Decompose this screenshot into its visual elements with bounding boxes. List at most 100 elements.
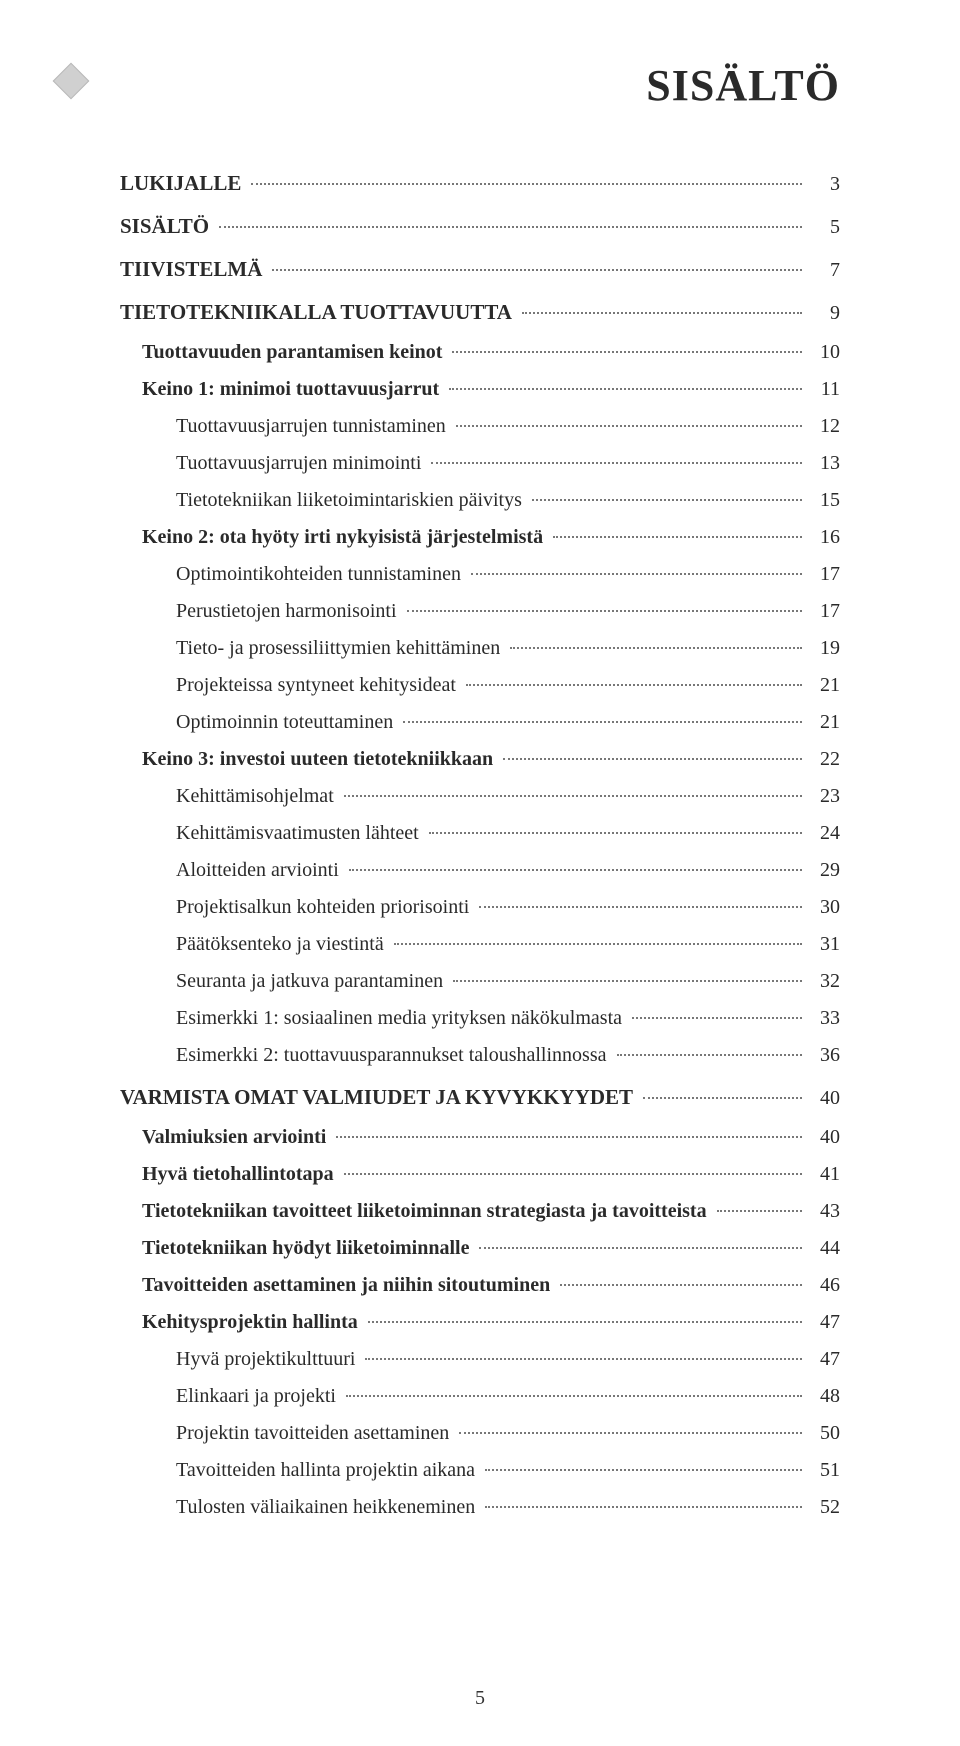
toc-leader — [459, 1432, 802, 1434]
toc-label: Optimointikohteiden tunnistaminen — [176, 559, 467, 590]
toc-page: 3 — [806, 169, 840, 200]
toc-leader — [553, 536, 802, 538]
toc-row: Tavoitteiden hallinta projektin aikana51 — [120, 1455, 840, 1486]
toc-leader — [344, 1173, 802, 1175]
toc-row: Tavoitteiden asettaminen ja niihin sitou… — [120, 1270, 840, 1301]
toc-leader — [522, 312, 802, 314]
toc-label: Tietotekniikan hyödyt liiketoiminnalle — [142, 1233, 475, 1264]
toc-page: 40 — [806, 1083, 840, 1114]
toc-row: Kehittämisvaatimusten lähteet 24 — [120, 818, 840, 849]
toc-row: Projekteissa syntyneet kehitysideat21 — [120, 670, 840, 701]
toc-row: Seuranta ja jatkuva parantaminen32 — [120, 966, 840, 997]
toc-label: Aloitteiden arviointi — [176, 855, 345, 886]
toc-label: Perustietojen harmonisointi — [176, 596, 403, 627]
toc-label: Hyvä tietohallintotapa — [142, 1159, 340, 1190]
toc-label: Keino 3: investoi uuteen tietotekniikkaa… — [142, 744, 499, 775]
toc-row: Päätöksenteko ja viestintä31 — [120, 929, 840, 960]
toc-leader — [251, 183, 802, 185]
toc-label: Esimerkki 2: tuottavuusparannukset talou… — [176, 1040, 613, 1071]
toc-label: VARMISTA OMAT VALMIUDET JA KYVYKKYYDET — [120, 1081, 639, 1114]
toc-label: Tuottavuuden parantamisen keinot — [142, 337, 448, 368]
toc-page: 15 — [806, 485, 840, 516]
toc-page: 33 — [806, 1003, 840, 1034]
toc-row: SISÄLTÖ5 — [120, 210, 840, 243]
toc-page: 50 — [806, 1418, 840, 1449]
toc-page: 11 — [806, 374, 840, 405]
toc-label: Päätöksenteko ja viestintä — [176, 929, 390, 960]
toc-row: Esimerkki 2: tuottavuusparannukset talou… — [120, 1040, 840, 1071]
toc-page: 17 — [806, 559, 840, 590]
toc-label: Valmiuksien arviointi — [142, 1122, 332, 1153]
toc-page: 48 — [806, 1381, 840, 1412]
toc-label: Optimoinnin toteuttaminen — [176, 707, 399, 738]
toc-leader — [272, 269, 802, 271]
toc-row: Kehittämisohjelmat23 — [120, 781, 840, 812]
toc-row: Keino 3: investoi uuteen tietotekniikkaa… — [120, 744, 840, 775]
toc-leader — [349, 869, 802, 871]
toc-row: LUKIJALLE3 — [120, 167, 840, 200]
toc-page: 10 — [806, 337, 840, 368]
toc-leader — [219, 226, 802, 228]
toc-page: 51 — [806, 1455, 840, 1486]
toc-page: 24 — [806, 818, 840, 849]
toc-leader — [617, 1054, 803, 1056]
toc-label: TIETOTEKNIIKALLA TUOTTAVUUTTA — [120, 296, 518, 329]
toc-row: Tietotekniikan tavoitteet liiketoiminnan… — [120, 1196, 840, 1227]
toc-page: 12 — [806, 411, 840, 442]
toc-label: SISÄLTÖ — [120, 210, 215, 243]
toc-label: Seuranta ja jatkuva parantaminen — [176, 966, 449, 997]
toc-label: Tietotekniikan tavoitteet liiketoiminnan… — [142, 1196, 713, 1227]
page-number: 5 — [0, 1687, 960, 1710]
toc-page: 21 — [806, 707, 840, 738]
toc-row: Tuottavuusjarrujen minimointi13 — [120, 448, 840, 479]
toc-row: Tulosten väliaikainen heikkeneminen52 — [120, 1492, 840, 1523]
toc-page: 44 — [806, 1233, 840, 1264]
page-title: SISÄLTÖ — [120, 60, 840, 111]
toc-row: Projektisalkun kohteiden priorisointi30 — [120, 892, 840, 923]
toc-row: Tieto- ja prosessiliittymien kehittämine… — [120, 633, 840, 664]
toc-row: Hyvä tietohallintotapa41 — [120, 1159, 840, 1190]
toc-row: Optimointikohteiden tunnistaminen 17 — [120, 559, 840, 590]
toc-row: Tietotekniikan liiketoimintariskien päiv… — [120, 485, 840, 516]
toc-page: 30 — [806, 892, 840, 923]
toc-page: 9 — [806, 298, 840, 329]
toc-label: Keino 1: minimoi tuottavuusjarrut — [142, 374, 445, 405]
toc-row: Keino 1: minimoi tuottavuusjarrut 11 — [120, 374, 840, 405]
toc-leader — [344, 795, 802, 797]
toc-leader — [456, 425, 802, 427]
toc-leader — [643, 1097, 802, 1099]
toc-row: Tietotekniikan hyödyt liiketoiminnalle 44 — [120, 1233, 840, 1264]
toc-page: 52 — [806, 1492, 840, 1523]
toc-leader — [394, 943, 802, 945]
toc-page: 17 — [806, 596, 840, 627]
toc-leader — [503, 758, 802, 760]
toc-label: Projektin tavoitteiden asettaminen — [176, 1418, 455, 1449]
toc-row: TIIVISTELMÄ7 — [120, 253, 840, 286]
toc-leader — [485, 1469, 802, 1471]
toc-leader — [336, 1136, 802, 1138]
toc-leader — [407, 610, 802, 612]
toc-page: 19 — [806, 633, 840, 664]
toc-label: Tieto- ja prosessiliittymien kehittämine… — [176, 633, 506, 664]
toc-row: Perustietojen harmonisointi 17 — [120, 596, 840, 627]
toc-label: Tuottavuusjarrujen minimointi — [176, 448, 427, 479]
diamond-icon — [53, 63, 90, 100]
toc-leader — [453, 980, 802, 982]
toc-leader — [368, 1321, 802, 1323]
header-ornament — [58, 68, 84, 94]
toc-page: 40 — [806, 1122, 840, 1153]
toc-leader — [485, 1506, 802, 1508]
toc-leader — [532, 499, 802, 501]
toc-leader — [452, 351, 802, 353]
toc-label: Kehittämisvaatimusten lähteet — [176, 818, 425, 849]
toc-leader — [479, 1247, 802, 1249]
table-of-contents: LUKIJALLE3 SISÄLTÖ5 TIIVISTELMÄ7 TIETOTEKNI… — [120, 167, 840, 1523]
toc-label: Hyvä projektikulttuuri — [176, 1344, 361, 1375]
toc-page: 36 — [806, 1040, 840, 1071]
toc-page: 21 — [806, 670, 840, 701]
toc-leader — [717, 1210, 802, 1212]
toc-row: Projektin tavoitteiden asettaminen 50 — [120, 1418, 840, 1449]
toc-page: 43 — [806, 1196, 840, 1227]
toc-row: Keino 2: ota hyöty irti nykyisistä järje… — [120, 522, 840, 553]
toc-row: Hyvä projektikulttuuri47 — [120, 1344, 840, 1375]
